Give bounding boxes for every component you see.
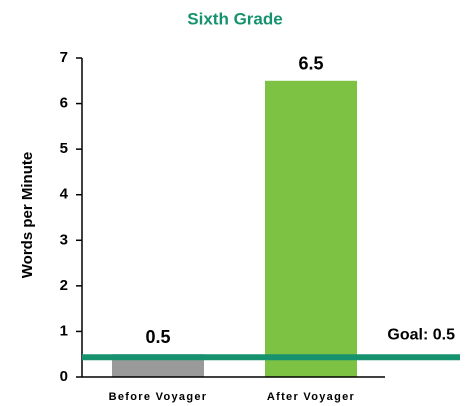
chart-title: Sixth Grade bbox=[187, 9, 282, 28]
y-tick-label: 7 bbox=[60, 49, 68, 66]
x-tick-label: Before Voyager bbox=[109, 391, 208, 403]
goal-label: Goal: 0.5 bbox=[387, 326, 455, 343]
y-tick-label: 5 bbox=[60, 140, 68, 157]
y-tick-label: 6 bbox=[60, 95, 68, 112]
y-tick-label: 3 bbox=[60, 231, 68, 248]
y-tick-label: 0 bbox=[60, 368, 68, 385]
y-axis-label: Words per Minute bbox=[19, 152, 36, 278]
y-tick-label: 4 bbox=[60, 186, 69, 203]
data-label: 0.5 bbox=[145, 327, 170, 347]
data-label: 6.5 bbox=[298, 54, 323, 74]
y-tick-label: 2 bbox=[60, 277, 68, 294]
bar bbox=[265, 80, 357, 378]
x-tick-label: After Voyager bbox=[267, 391, 355, 403]
y-tick-label: 1 bbox=[60, 322, 68, 339]
